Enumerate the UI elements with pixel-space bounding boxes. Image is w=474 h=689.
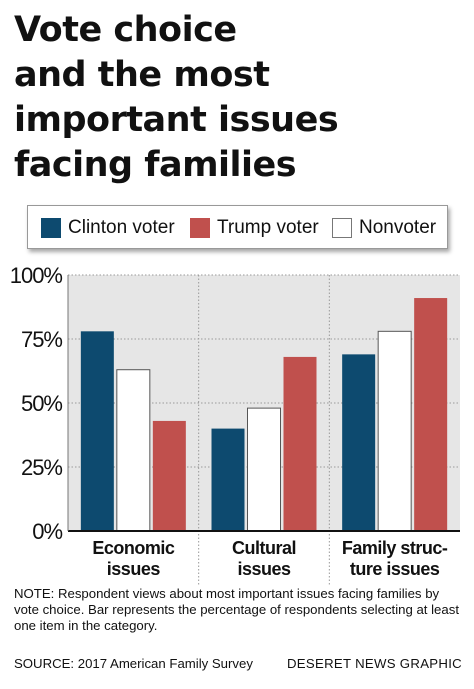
chart-title: Vote choice and the most important issue… bbox=[14, 8, 464, 188]
legend-item-clinton: Clinton voter bbox=[41, 216, 175, 240]
bar bbox=[377, 330, 412, 532]
legend-label: Nonvoter bbox=[359, 217, 437, 238]
bar bbox=[247, 407, 281, 532]
y-tick-label: 100% bbox=[10, 263, 63, 288]
title-line: and the most bbox=[14, 55, 270, 95]
bar bbox=[152, 420, 186, 531]
bar bbox=[116, 369, 151, 532]
bar bbox=[80, 331, 114, 531]
legend-swatch-nonvoter bbox=[332, 218, 352, 238]
bar bbox=[414, 298, 448, 531]
chart-note: NOTE: Respondent views about most import… bbox=[14, 586, 459, 633]
title-line: important issues bbox=[14, 100, 339, 140]
x-tick-label: ture issues bbox=[350, 559, 440, 579]
bar-chart: 0%25%50%75%100%EconomicissuesCulturaliss… bbox=[10, 263, 460, 585]
bar bbox=[211, 428, 245, 531]
title-line: Vote choice bbox=[14, 10, 237, 50]
y-tick-label: 75% bbox=[21, 327, 62, 352]
legend-swatch-clinton bbox=[41, 218, 61, 238]
footer: SOURCE: 2017 American Family Survey DESE… bbox=[14, 656, 462, 674]
legend-swatch-trump bbox=[190, 218, 210, 238]
credit-text: DESERET NEWS GRAPHIC bbox=[286, 656, 462, 671]
legend-label: Trump voter bbox=[217, 217, 319, 238]
x-tick-label: Family struc- bbox=[342, 538, 448, 558]
legend-label: Clinton voter bbox=[68, 217, 175, 238]
legend-item-trump: Trump voter bbox=[190, 216, 319, 240]
x-tick-label: issues bbox=[237, 559, 291, 579]
y-tick-label: 50% bbox=[21, 391, 62, 416]
x-tick-label: issues bbox=[107, 559, 161, 579]
bar bbox=[342, 354, 376, 531]
x-tick-label: Cultural bbox=[232, 538, 296, 558]
y-tick-label: 0% bbox=[32, 519, 62, 544]
legend: Clinton voter Trump voter Nonvoter bbox=[27, 205, 448, 249]
x-tick-label: Economic bbox=[92, 538, 175, 558]
y-tick-label: 25% bbox=[21, 455, 62, 480]
bar bbox=[283, 356, 317, 531]
source-text: SOURCE: 2017 American Family Survey bbox=[14, 656, 253, 671]
title-line: facing families bbox=[14, 145, 297, 185]
legend-item-nonvoter: Nonvoter bbox=[332, 216, 436, 240]
